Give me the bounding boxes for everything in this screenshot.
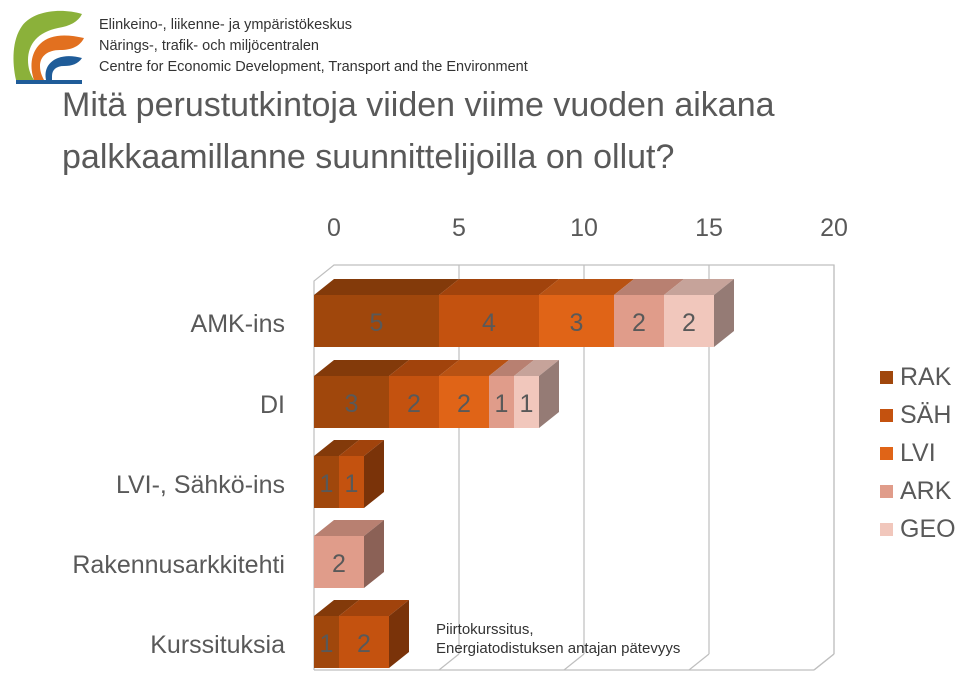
bar-segment [539,295,614,347]
org-name-english: Centre for Economic Development, Transpo… [99,59,528,75]
data-label: 2 [632,309,646,337]
bar-segment [489,376,514,428]
x-tick-label: 0 [327,214,341,242]
gridline [438,653,460,671]
legend-item: LVI [880,434,956,472]
legend-label: SÄH [900,400,952,429]
x-tick-label: 20 [820,214,848,242]
gridline [563,653,585,671]
bar-segment-top [314,440,359,456]
bar-segment [439,295,539,347]
data-label: 2 [332,550,346,578]
data-label: 2 [682,309,696,337]
legend-item: GEO [880,510,956,548]
data-label: 1 [520,390,534,418]
bar-segment [614,295,664,347]
data-label: 1 [320,630,334,658]
chart-annotation: Piirtokurssitus, [436,621,534,638]
category-label: Rakennusarkkitehti [72,551,285,579]
bar-segment-top [439,360,509,376]
x-tick-label: 10 [570,214,598,242]
slide-title-line-1: Mitä perustutkintoja viiden viime vuoden… [62,86,775,124]
bar-segment [339,616,389,668]
bar-segment [314,295,439,347]
legend-swatch [880,370,893,384]
chart-annotation: Energiatodistuksen antajan pätevyys [436,640,680,657]
bar-segment-top [339,600,409,616]
bar-segment-top [314,279,459,295]
bar-segment-side [364,440,384,508]
bar-segment-top [664,279,734,295]
org-name-finnish: Elinkeino-, liikenne- ja ympäristökeskus [99,17,353,33]
bar-segment-side [389,600,409,668]
bar-segment-side [714,279,734,347]
data-label: 5 [370,309,384,337]
category-label: DI [260,391,285,419]
data-label: 4 [482,309,496,337]
legend-label: GEO [900,514,956,543]
bar-segment [314,456,339,508]
bar-segment-top [489,360,534,376]
bar-segment [439,376,489,428]
gridline [688,653,710,671]
x-tick-label: 15 [695,214,723,242]
legend-swatch [880,484,893,498]
legend-label: LVI [900,438,936,467]
data-label: 2 [407,390,421,418]
legend-swatch [880,408,893,422]
bar-segment-top [314,520,384,536]
bar-segment-side [364,520,384,588]
chart-legend: RAK SÄH LVI ARK GEO [880,358,956,548]
legend-item: ARK [880,472,956,510]
legend-item: SÄH [880,396,956,434]
legend-label: ARK [900,476,952,505]
x-tick-label: 5 [452,214,466,242]
legend-label: RAK [900,362,952,391]
bar-segment-top [539,279,634,295]
category-label: LVI-, Sähkö-ins [116,471,285,499]
bar-segment-top [614,279,684,295]
bar-segment [314,616,339,668]
data-label: 2 [357,630,371,658]
bar-segment-top [439,279,559,295]
bar-segment-top [314,360,409,376]
bar-segment [514,376,539,428]
legend-swatch [880,522,893,536]
category-label: Kurssituksia [150,631,285,659]
data-label: 1 [495,390,509,418]
bar-segment-top [389,360,459,376]
bar-segment-top [314,600,359,616]
data-label: 2 [457,390,471,418]
data-label: 1 [320,470,334,498]
bar-segment [664,295,714,347]
legend-swatch [880,446,893,460]
slide-title-line-2: palkkaamillanne suunnittelijoilla on oll… [62,138,675,176]
ely-logo-icon [13,10,84,84]
data-label: 3 [570,309,584,337]
bar-segment [339,456,364,508]
org-name-swedish: Närings-, trafik- och miljöcentralen [99,38,319,54]
bar-segment-side [539,360,559,428]
bar-segment [314,536,364,588]
bar-segment-top [514,360,559,376]
bar-segment-top [339,440,384,456]
data-label: 3 [345,390,359,418]
gridline [813,653,835,671]
category-label: AMK-ins [191,310,285,338]
data-label: 1 [345,470,359,498]
bar-segment [389,376,439,428]
bar-segment [314,376,389,428]
legend-item: RAK [880,358,956,396]
